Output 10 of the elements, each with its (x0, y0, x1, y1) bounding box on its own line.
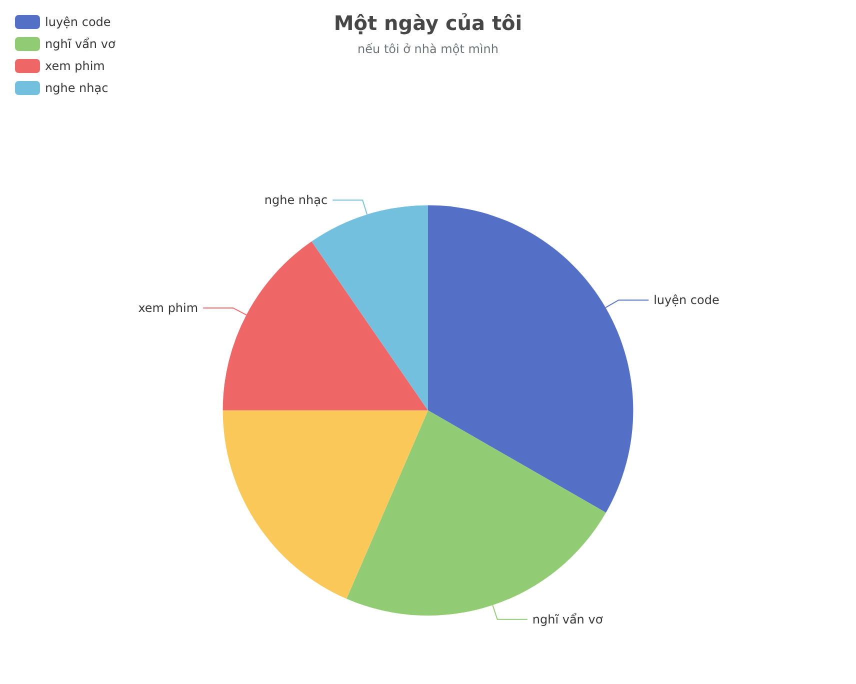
slice-label: xem phim (138, 300, 198, 315)
legend-label: nghe nhạc (45, 81, 108, 95)
legend-label: luyện code (45, 15, 111, 29)
slice-label: nghe nhạc (264, 193, 328, 208)
legend-label: xem phim (45, 59, 105, 73)
text: nếu tôi ở nhà một mình (358, 42, 498, 56)
legend-label: nghĩ vẩn vơ (45, 37, 116, 51)
slice-label: luyện code (654, 293, 720, 308)
chart-title: Một ngày của tôi (334, 11, 522, 35)
slice-label: nghĩ vẩn vơ (532, 612, 604, 626)
